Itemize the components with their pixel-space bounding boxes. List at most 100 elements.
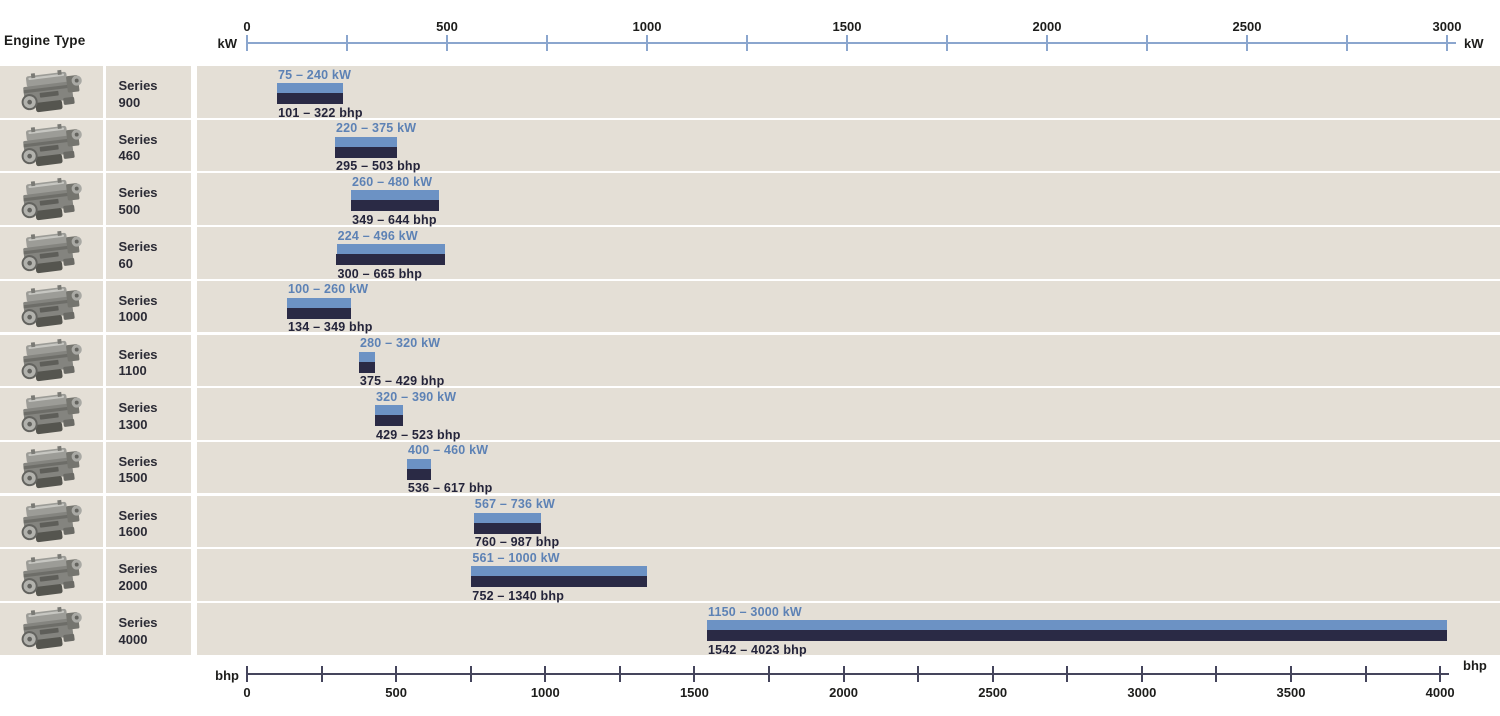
bhp-axis-line xyxy=(247,673,1450,675)
engine-icon xyxy=(12,229,92,276)
series-name: Series xyxy=(118,615,158,630)
series-label: Series 500 xyxy=(119,185,158,218)
series-name: Series xyxy=(118,131,158,147)
series-label-cell: Series 1500 xyxy=(105,441,191,494)
power-range-cell: 280 – 320 kW 375 – 429 bhp xyxy=(197,334,1500,388)
kw-range-label: 561 – 1000 kW xyxy=(472,550,560,565)
bhp-range-label: 300 – 665 bhp xyxy=(337,266,423,281)
bhp-tick-label: 0 xyxy=(243,685,251,700)
bhp-tick xyxy=(544,666,547,682)
kw-range-label: 75 – 240 kW xyxy=(278,67,352,82)
bhp-tick xyxy=(246,666,248,682)
bhp-tick xyxy=(1289,666,1292,682)
bhp-tick xyxy=(469,666,472,682)
bhp-range-label: 1542 – 4023 bhp xyxy=(707,642,807,657)
series-name: Series xyxy=(118,507,158,523)
kw-tick xyxy=(546,35,548,51)
bhp-tick xyxy=(320,666,323,682)
kw-tick xyxy=(1046,35,1048,51)
kw-range-bar xyxy=(473,512,542,523)
bhp-tick xyxy=(1140,666,1143,682)
bhp-tick-label: 2500 xyxy=(978,685,1008,700)
kw-tick xyxy=(646,35,648,51)
engine-icon xyxy=(12,390,92,437)
kw-tick xyxy=(446,35,448,51)
series-model: 460 xyxy=(118,148,141,164)
engine-row: Series 500 260 – 480 kW 349 – 644 bhp xyxy=(0,173,1500,227)
engine-icon xyxy=(12,444,92,491)
engine-icon xyxy=(12,122,92,169)
kw-tick xyxy=(1346,35,1348,51)
series-model: 60 xyxy=(118,255,133,271)
kw-range-bar xyxy=(707,620,1447,630)
series-label-cell: Series 1100 xyxy=(105,334,191,387)
kw-tick-label: 1000 xyxy=(632,19,662,34)
kw-range-label: 1150 – 3000 kW xyxy=(708,604,802,619)
power-range-cell: 1150 – 3000 kW 1542 – 4023 bhp xyxy=(197,603,1500,657)
engine-photo-cell xyxy=(0,603,103,655)
bhp-range-bar xyxy=(334,146,398,158)
bhp-range-label: 295 – 503 bhp xyxy=(335,159,421,174)
series-name: Series xyxy=(118,292,158,308)
kw-tick xyxy=(1446,35,1448,51)
engine-row: Series 900 75 – 240 kW 101 – 322 bhp xyxy=(0,66,1500,120)
engine-row: Series 1500 400 – 460 kW 536 – 617 bhp xyxy=(0,441,1500,495)
series-name: Series xyxy=(118,400,158,416)
series-label-cell: Series 4000 xyxy=(105,603,191,655)
kw-unit-label-right: kW xyxy=(1464,36,1484,51)
kw-tick xyxy=(946,35,948,51)
bhp-range-bar xyxy=(358,361,375,373)
kw-tick-label: 500 xyxy=(436,19,458,34)
engine-icon xyxy=(12,68,92,115)
series-model: 500 xyxy=(118,201,141,217)
series-name: Series xyxy=(118,453,158,469)
bhp-tick xyxy=(767,666,770,682)
kw-tick xyxy=(346,35,348,51)
power-range-cell: 260 – 480 kW 349 – 644 bhp xyxy=(197,173,1500,227)
series-label: Series 2000 xyxy=(119,561,158,594)
series-label: Series 1100 xyxy=(119,347,158,380)
engine-icon xyxy=(12,498,92,545)
series-label-cell: Series 900 xyxy=(105,66,191,118)
kw-tick xyxy=(246,35,248,51)
engine-photo-cell xyxy=(0,441,103,494)
series-name: Series xyxy=(118,78,158,93)
bhp-range-bar xyxy=(406,468,432,480)
kw-tick xyxy=(1146,35,1148,51)
engine-icon xyxy=(12,283,92,330)
bhp-tick xyxy=(1066,666,1069,682)
bhp-tick xyxy=(618,666,621,682)
engine-photo-cell xyxy=(0,334,103,387)
bhp-tick xyxy=(991,666,994,682)
kw-tick-label: 0 xyxy=(243,19,251,34)
kw-tick-label: 3000 xyxy=(1432,19,1462,34)
kw-range-bar xyxy=(277,83,343,93)
bhp-range-bar xyxy=(706,630,1447,641)
kw-tick-label: 2500 xyxy=(1232,19,1262,34)
bhp-range-bar xyxy=(336,254,446,266)
engine-icon xyxy=(12,176,92,223)
series-label-cell: Series 1300 xyxy=(105,388,191,440)
kw-range-bar xyxy=(287,297,351,308)
bhp-tick xyxy=(1215,666,1218,682)
kw-tick-label: 1500 xyxy=(832,19,862,34)
series-label: Series 1300 xyxy=(119,400,158,433)
series-model: 1000 xyxy=(118,309,148,325)
series-label-cell: Series 500 xyxy=(105,173,191,225)
bhp-range-bar xyxy=(286,307,352,319)
power-range-cell: 567 – 736 kW 760 – 987 bhp xyxy=(197,495,1500,549)
kw-range-label: 567 – 736 kW xyxy=(474,497,556,512)
kw-range-bar xyxy=(359,351,375,362)
bhp-tick-label: 2000 xyxy=(829,685,859,700)
series-label-cell: Series 1000 xyxy=(105,280,191,333)
power-range-cell: 400 – 460 kW 536 – 617 bhp xyxy=(197,441,1500,495)
engine-row: Series 1000 100 – 260 kW 134 – 349 bhp xyxy=(0,280,1500,334)
kw-range-label: 220 – 375 kW xyxy=(336,121,417,136)
engine-photo-cell xyxy=(0,388,103,440)
power-range-cell: 100 – 260 kW 134 – 349 bhp xyxy=(197,280,1500,334)
series-label-cell: Series 60 xyxy=(105,227,191,279)
series-model: 2000 xyxy=(118,577,148,593)
bhp-tick xyxy=(917,666,920,682)
series-model: 4000 xyxy=(118,631,148,647)
series-model: 900 xyxy=(118,94,141,110)
